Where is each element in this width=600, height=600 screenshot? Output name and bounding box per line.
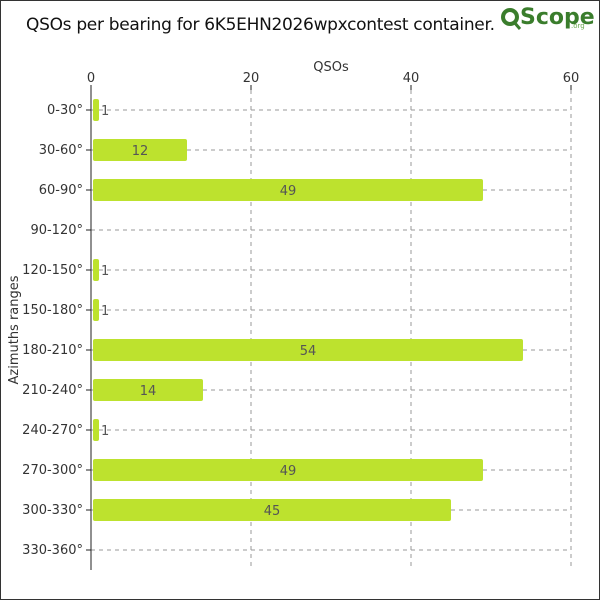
y-tick-label: 30-60° bbox=[39, 143, 83, 158]
bar-data-label: 45 bbox=[264, 504, 281, 519]
bar bbox=[93, 459, 483, 481]
y-tick-label: 150-180° bbox=[22, 303, 83, 318]
y-axis-label: Azimuths ranges bbox=[7, 275, 22, 384]
y-tick-label: 120-150° bbox=[22, 263, 83, 278]
x-tick-label: 20 bbox=[243, 71, 260, 86]
logo-text: Scope bbox=[520, 5, 595, 30]
y-tick-label: 0-30° bbox=[47, 103, 83, 118]
x-tick-label: 40 bbox=[403, 71, 420, 86]
logo-subtext: .org bbox=[571, 22, 585, 30]
bar bbox=[93, 339, 523, 361]
y-tick-label: 270-300° bbox=[22, 463, 83, 478]
x-tick-label: 0 bbox=[87, 71, 95, 86]
y-tick-label: 210-240° bbox=[22, 383, 83, 398]
bar bbox=[93, 499, 451, 521]
bar-data-label: 1 bbox=[101, 304, 109, 319]
qscope-logo-icon bbox=[501, 8, 522, 30]
bar-data-label: 1 bbox=[101, 104, 109, 119]
bar-data-label: 49 bbox=[280, 184, 297, 199]
x-axis-label: QSOs bbox=[313, 60, 349, 75]
bar bbox=[93, 259, 99, 281]
y-tick-label: 90-120° bbox=[30, 223, 83, 238]
bar bbox=[93, 419, 99, 441]
bar-data-label: 54 bbox=[300, 344, 317, 359]
bar-data-label: 12 bbox=[132, 144, 149, 159]
bar bbox=[93, 139, 187, 161]
bar-data-label: 49 bbox=[280, 464, 297, 479]
bar bbox=[93, 299, 99, 321]
y-tick-label: 330-360° bbox=[22, 543, 83, 558]
bar bbox=[93, 379, 203, 401]
bar bbox=[93, 179, 483, 201]
y-tick-label: 60-90° bbox=[39, 183, 83, 198]
bar bbox=[93, 99, 99, 121]
x-tick-label: 60 bbox=[563, 71, 580, 86]
y-tick-label: 300-330° bbox=[22, 503, 83, 518]
chart-title: QSOs per bearing for 6K5EHN2026wpxcontes… bbox=[26, 15, 495, 35]
y-tick-label: 240-270° bbox=[22, 423, 83, 438]
bar-data-label: 1 bbox=[101, 424, 109, 439]
bar-data-label: 1 bbox=[101, 264, 109, 279]
y-tick-label: 180-210° bbox=[22, 343, 83, 358]
bar-data-label: 14 bbox=[140, 384, 157, 399]
